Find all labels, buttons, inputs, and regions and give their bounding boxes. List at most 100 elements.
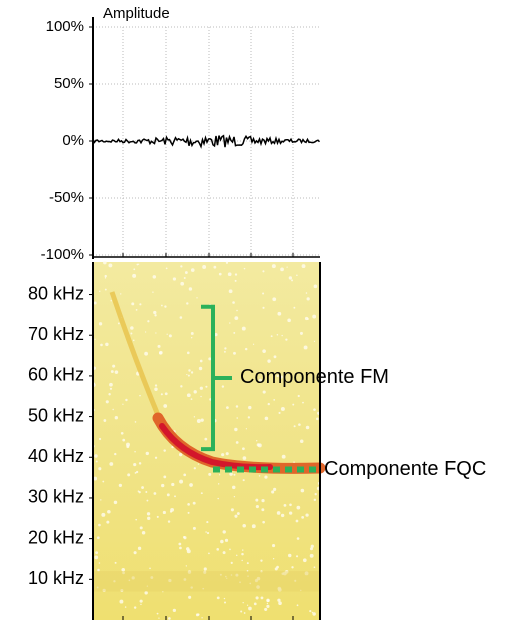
noise-speck — [280, 406, 285, 411]
noise-speck — [190, 268, 195, 272]
noise-speck — [137, 546, 142, 550]
noise-speck — [193, 390, 197, 394]
noise-speck — [241, 549, 244, 551]
noise-speck — [180, 265, 183, 268]
noise-speck — [293, 425, 296, 428]
noise-speck — [205, 531, 207, 533]
noise-speck — [164, 392, 168, 396]
noise-speck — [313, 498, 317, 502]
noise-speck — [136, 263, 139, 266]
noise-speck — [251, 524, 256, 529]
noise-speck — [295, 519, 299, 523]
noise-speck — [274, 567, 278, 571]
noise-speck — [98, 322, 103, 326]
noise-speck — [233, 496, 236, 498]
noise-speck — [99, 290, 101, 293]
noise-speck — [291, 566, 294, 569]
noise-speck — [248, 606, 252, 611]
noise-speck — [262, 270, 265, 273]
noise-speck — [190, 398, 193, 401]
noise-speck — [193, 416, 196, 418]
noise-speck — [312, 314, 317, 319]
noise-speck — [186, 302, 189, 305]
noise-speck — [208, 357, 212, 361]
noise-speck — [112, 408, 114, 411]
noise-speck — [192, 526, 196, 530]
noise-speck — [229, 322, 231, 324]
noise-speck — [152, 275, 157, 279]
noise-speck — [199, 359, 203, 363]
noise-speck — [241, 559, 243, 562]
noise-speck — [140, 603, 142, 606]
spectrogram-background — [93, 262, 320, 620]
noise-speck — [188, 369, 191, 372]
noise-speck — [165, 267, 168, 270]
noise-speck — [154, 456, 158, 459]
noise-speck — [242, 479, 245, 482]
noise-speck — [252, 343, 255, 345]
noise-speck — [153, 310, 157, 315]
noise-speck — [192, 501, 196, 505]
noise-speck — [246, 604, 249, 606]
noise-speck — [119, 599, 124, 604]
noise-speck — [258, 475, 261, 477]
noise-speck — [300, 488, 305, 493]
noise-speck — [135, 470, 139, 474]
noise-speck — [193, 467, 196, 470]
noise-speck — [130, 326, 134, 330]
noise-speck — [288, 553, 292, 558]
annotation-label: Componente FM — [240, 366, 389, 388]
noise-speck — [139, 599, 143, 603]
noise-speck — [178, 542, 182, 546]
noise-speck — [139, 303, 142, 306]
noise-speck — [257, 443, 262, 448]
noise-speck — [179, 479, 184, 484]
noise-speck — [305, 292, 308, 294]
noise-speck — [208, 472, 212, 476]
noise-speck — [195, 613, 199, 617]
noise-speck — [164, 305, 167, 308]
annotation-brace — [201, 304, 232, 452]
noise-speck — [197, 463, 200, 465]
noise-speck — [266, 604, 270, 609]
noise-speck — [186, 351, 190, 355]
noise-speck — [296, 604, 299, 607]
noise-speck — [214, 332, 218, 337]
noise-speck — [280, 513, 285, 518]
noise-speck — [236, 512, 240, 515]
noise-speck — [313, 408, 316, 411]
noise-speck — [183, 535, 186, 539]
noise-speck — [301, 516, 305, 519]
noise-speck — [266, 598, 270, 603]
noise-speck — [190, 371, 194, 374]
noise-speck — [224, 347, 227, 350]
noise-speck — [135, 308, 138, 311]
noise-speck — [163, 404, 168, 408]
noise-speck — [262, 306, 265, 309]
noise-speck — [305, 425, 310, 430]
noise-speck — [103, 260, 107, 265]
noise-speck — [137, 263, 140, 265]
noise-speck — [244, 347, 248, 351]
y-tick-label: 40 kHz — [28, 446, 84, 466]
noise-speck — [273, 355, 277, 359]
noise-speck — [109, 387, 113, 390]
noise-speck — [292, 403, 295, 406]
noise-speck — [273, 399, 276, 401]
noise-speck — [122, 438, 126, 442]
noise-speck — [94, 555, 99, 560]
noise-speck — [225, 452, 229, 456]
noise-speck — [222, 530, 226, 534]
noise-speck — [234, 427, 238, 432]
noise-speck — [171, 482, 175, 487]
noise-speck — [233, 473, 236, 476]
y-tick-label: 50% — [54, 75, 84, 92]
noise-speck — [271, 264, 276, 269]
noise-speck — [93, 301, 97, 305]
noise-speck — [276, 511, 281, 515]
noise-speck — [160, 304, 163, 307]
noise-speck — [309, 547, 314, 551]
noise-speck — [101, 512, 106, 517]
noise-speck — [178, 453, 183, 457]
noise-speck — [149, 567, 151, 570]
